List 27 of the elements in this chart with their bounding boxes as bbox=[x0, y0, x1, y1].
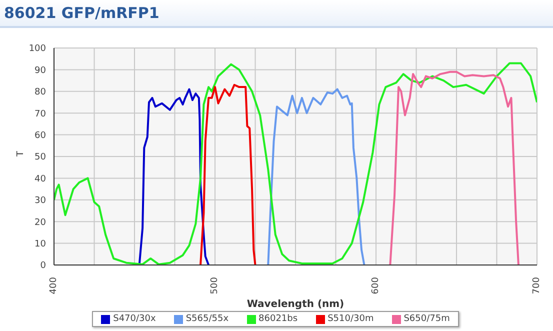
legend-label: S510/30m bbox=[326, 314, 374, 324]
line-series bbox=[138, 88, 210, 265]
y-tick-label: 100 bbox=[28, 44, 46, 54]
y-tick-label: 90 bbox=[34, 66, 46, 76]
y-tick-label: 70 bbox=[34, 109, 46, 120]
x-tick-label: 500 bbox=[210, 276, 220, 294]
legend-label: S565/55x bbox=[184, 314, 229, 324]
y-tick-label: 10 bbox=[34, 239, 46, 250]
y-axis-title: T bbox=[16, 150, 26, 158]
x-tick-label: 600 bbox=[371, 276, 381, 294]
x-axis-title: Wavelength (nm) bbox=[246, 299, 344, 310]
legend-label: S650/75m bbox=[402, 314, 450, 324]
y-tick-label: 80 bbox=[34, 88, 46, 98]
y-tick-label: 40 bbox=[34, 174, 46, 184]
chart-title: 86021 GFP/mRFP1 bbox=[0, 0, 553, 28]
line-series bbox=[267, 88, 366, 265]
y-tick-label: 60 bbox=[34, 130, 46, 141]
x-tick-label: 400 bbox=[49, 276, 59, 294]
line-series bbox=[200, 84, 256, 265]
y-tick-label: 50 bbox=[34, 152, 46, 163]
y-tick-label: 30 bbox=[34, 196, 46, 206]
y-tick-label: 20 bbox=[34, 218, 46, 228]
line-series bbox=[389, 70, 520, 265]
x-tick-label: 700 bbox=[532, 276, 542, 294]
legend-label: S470/30x bbox=[112, 314, 156, 324]
y-tick-label: 0 bbox=[40, 261, 46, 272]
legend-label: 86021bs bbox=[258, 314, 298, 324]
